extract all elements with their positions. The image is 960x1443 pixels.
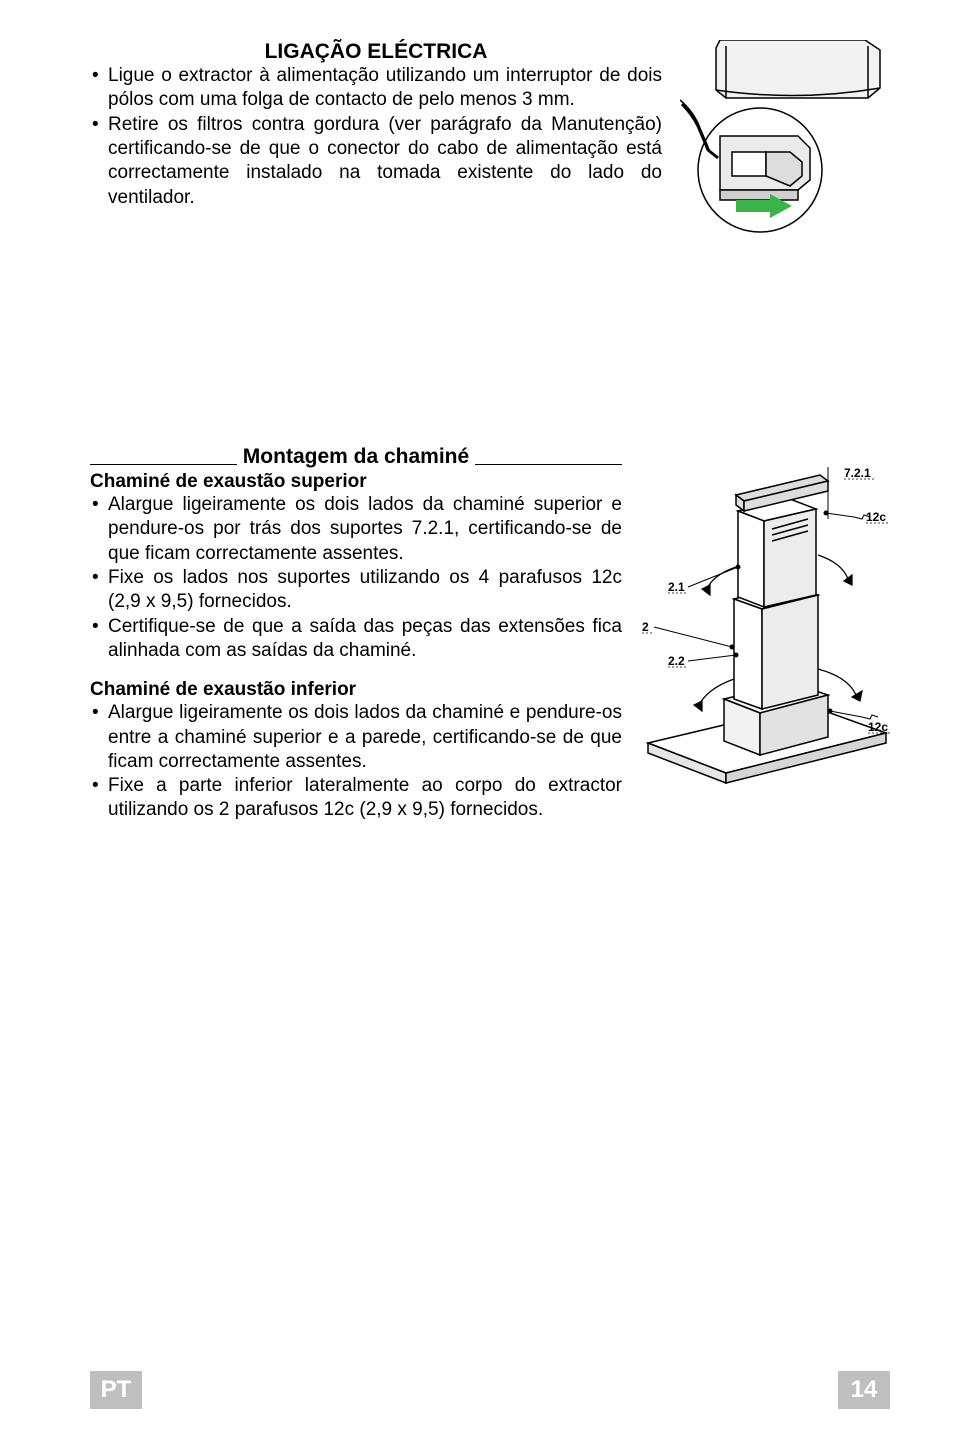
page-number: 14 xyxy=(838,1371,890,1409)
list-item: Retire os filtros contra gordura (ver pa… xyxy=(90,113,662,210)
list-item: Alargue ligeiramente os dois lados da ch… xyxy=(90,493,622,566)
list-item: Alargue ligeiramente os dois lados da ch… xyxy=(90,701,622,774)
list-item: Fixe a parte inferior lateralmente ao co… xyxy=(90,774,622,823)
section-chimney-text: Montagem da chaminé Chaminé de exaustão … xyxy=(90,445,622,823)
list-item: Ligue o extractor à alimentação utilizan… xyxy=(90,64,662,113)
list-item: Fixe os lados nos suportes utilizando os… xyxy=(90,566,622,615)
label-12c-upper: 12c xyxy=(866,510,886,524)
section-electrical-bullets: Ligue o extractor à alimentação utilizan… xyxy=(90,64,662,210)
sub-heading-upper: Chaminé de exaustão superior xyxy=(90,471,622,493)
connector-illustration xyxy=(680,40,890,240)
section-electrical-title: LIGAÇÃO ELÉCTRICA xyxy=(90,40,662,64)
page-footer: PT 14 xyxy=(90,1371,890,1409)
label-2: 2 xyxy=(642,620,649,634)
page: LIGAÇÃO ELÉCTRICA Ligue o extractor à al… xyxy=(0,0,960,1443)
section-electrical: LIGAÇÃO ELÉCTRICA Ligue o extractor à al… xyxy=(90,40,890,245)
sub-heading-lower: Chaminé de exaustão inferior xyxy=(90,679,622,701)
label-21: 2.1 xyxy=(668,580,685,594)
spacer xyxy=(90,245,890,445)
diagram-chimney: 7.2.1 12c 12c 2 2.1 2.2 xyxy=(640,459,890,804)
lower-bullets: Alargue ligeiramente os dois lados da ch… xyxy=(90,701,622,823)
label-22: 2.2 xyxy=(668,654,685,668)
lang-badge: PT xyxy=(90,1371,142,1409)
upper-bullets: Alargue ligeiramente os dois lados da ch… xyxy=(90,493,622,663)
section-chimney: Montagem da chaminé Chaminé de exaustão … xyxy=(90,445,890,823)
gap xyxy=(90,663,622,677)
label-721: 7.2.1 xyxy=(844,466,871,480)
section-electrical-text: LIGAÇÃO ELÉCTRICA Ligue o extractor à al… xyxy=(90,40,662,210)
section-chimney-title: Montagem da chaminé xyxy=(237,445,475,468)
list-item: Certifique-se de que a saída das peças d… xyxy=(90,615,622,664)
section-chimney-title-wrap: Montagem da chaminé xyxy=(90,445,622,469)
chimney-illustration: 7.2.1 12c 12c 2 2.1 2.2 xyxy=(640,459,890,799)
diagram-connector xyxy=(680,40,890,245)
label-12c-lower: 12c xyxy=(868,720,888,734)
